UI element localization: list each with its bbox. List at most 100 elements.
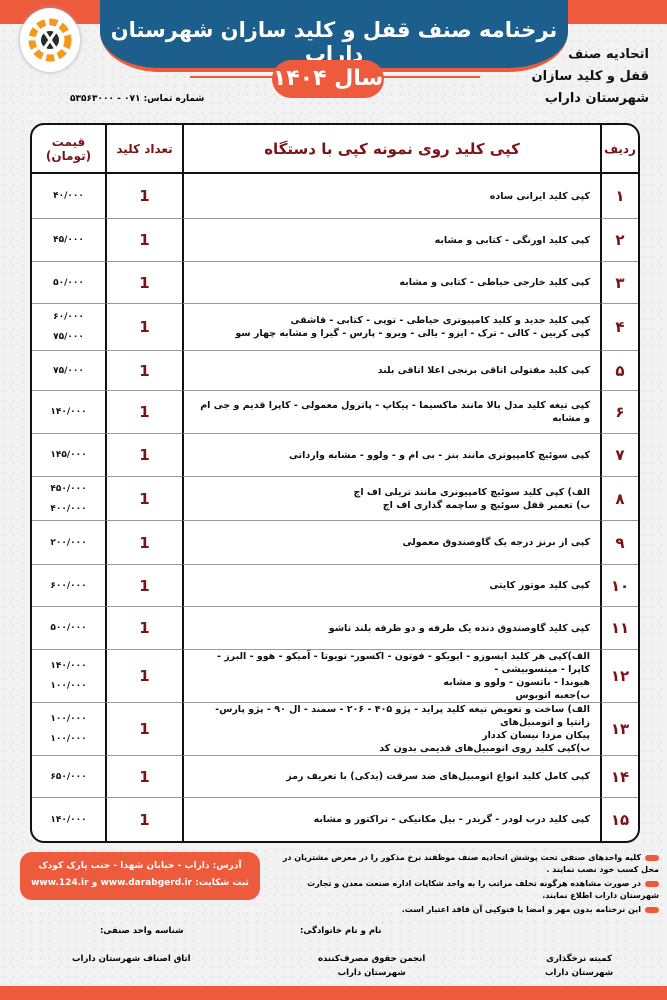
- address-text: آدرس: داراب - خیابان شهدا - جنب پارک کود…: [38, 861, 242, 871]
- description-line: کپی تیغه کلید مدل بالا مانند ماکسیما - پ…: [200, 400, 590, 424]
- price-value: ۱۰۰/۰۰۰: [50, 681, 87, 691]
- item-price: ۵۰/۰۰۰: [32, 262, 105, 304]
- table-row: ۹ کپی از برنز درجه یک گاوصندوق معمولی 1 ۲۰۰…: [32, 521, 638, 565]
- price-value: ۱۴۵/۰۰۰: [50, 450, 87, 460]
- key-count: 1: [105, 565, 182, 607]
- key-count: 1: [105, 607, 182, 650]
- key-count: 1: [105, 174, 182, 219]
- price-value: ۶۵۰/۰۰۰: [50, 771, 87, 782]
- key-count: 1: [105, 477, 182, 521]
- row-number: ۲: [600, 219, 638, 262]
- table-row: ۵ کپی کلید مفتولی اتاقی برنجی اعلا اتاقی …: [32, 351, 638, 391]
- price-value: ۱۰۰/۰۰۰: [50, 714, 87, 724]
- description-line: کپی کلید ایرانی ساده: [489, 190, 590, 202]
- item-description: کپی کلید جدید و کلید کامپیوتری حیاطی - ت…: [182, 304, 600, 351]
- signature-subtitle: شهرستان داراب: [545, 968, 614, 978]
- key-count: 1: [105, 703, 182, 756]
- description-line: کپی کلید گاوصندوق دنده یک طرفه و دو طرفه…: [328, 622, 590, 634]
- description-line: کپی کربین - کالی - ترک - ایزو - یالی - و…: [235, 328, 590, 339]
- key-count: 1: [105, 262, 182, 304]
- price-table: ردیف کپی کلید روی نمونه کپی با دستگاه تع…: [30, 123, 640, 843]
- description-line: کپی از برنز درجه یک گاوصندوق معمولی: [402, 537, 590, 548]
- price-value: ۶۰۰/۰۰۰: [50, 580, 87, 591]
- item-price: ۴۰/۰۰۰: [32, 174, 105, 219]
- item-price: ۱۰۰/۰۰۰ ۱۰۰/۰۰۰: [32, 703, 105, 756]
- org-line: اتحادیه صنف: [568, 47, 649, 62]
- description-line: کپی کلید موتور کایتی: [489, 580, 590, 591]
- item-price: ۲۰۰/۰۰۰: [32, 521, 105, 565]
- signature-committee: کمیته نرخگذاری شهرستان داراب: [545, 952, 613, 980]
- description-line: کپی کلید اورنگی - کتابی و مشابه: [434, 234, 590, 246]
- price-value: ۱۴۰/۰۰۰: [50, 661, 87, 671]
- table-row: ۷ کپی سوئیچ کامپیوتری مانند بنز - بی ام و…: [32, 434, 638, 477]
- description-line: الف) ساخت و تعویض تیغه کلید پراید - پژو …: [215, 704, 590, 728]
- description-line: کپی کلید جدید و کلید کامپیوتری حیاطی - ت…: [290, 315, 590, 326]
- item-description: کپی تیغه کلید مدل بالا مانند ماکسیما - پ…: [182, 391, 600, 434]
- item-description: کپی کلید اورنگی - کتابی و مشابه: [182, 219, 600, 262]
- price-value: ۲۰۰/۰۰۰: [50, 537, 87, 548]
- row-number: ۷: [600, 434, 638, 477]
- key-count: 1: [105, 219, 182, 262]
- table-row: ۱۴ کپی کامل کلید انواع اتومبیل‌های ضد سرق…: [32, 756, 638, 798]
- contact-phone: شماره تماس: ۰۷۱ - ۵۳۵۶۳۰۰۰: [70, 94, 205, 104]
- price-value: ۷۵/۰۰۰: [53, 365, 84, 376]
- description-line: ب)جعبه اتوبوس: [515, 690, 590, 701]
- row-number: ۱۲: [600, 650, 638, 703]
- page-title: نرخنامه صنف قفل و کلید سازان شهرستان دار…: [110, 18, 558, 66]
- item-price: ۶۰۰/۰۰۰: [32, 565, 105, 607]
- table-row: ۸ الف) کپی کلید سوئیچ کامپیوتری مانند تری…: [32, 477, 638, 521]
- item-price: ۷۵/۰۰۰: [32, 351, 105, 391]
- item-description: کپی کلید ایرانی ساده: [182, 174, 600, 219]
- signature-title: اتاق اصناف شهرستان داراب: [72, 954, 191, 964]
- price-value: ۷۵/۰۰۰: [53, 332, 84, 342]
- notes-list: کلیه واحدهای صنفی تحت پوشش اتحادیه صنف م…: [279, 852, 659, 918]
- key-count: 1: [105, 351, 182, 391]
- row-number: ۵: [600, 351, 638, 391]
- key-count: 1: [105, 798, 182, 841]
- item-description: کپی کامل کلید انواع اتومبیل‌های ضد سرقت …: [182, 756, 600, 798]
- union-logo-icon: [20, 8, 80, 72]
- item-price: ۴۵۰/۰۰۰ ۴۰۰/۰۰۰: [32, 477, 105, 521]
- key-count: 1: [105, 304, 182, 351]
- table-row: ۴ کپی کلید جدید و کلید کامپیوتری حیاطی - …: [32, 304, 638, 351]
- item-price: ۶۰/۰۰۰ ۷۵/۰۰۰: [32, 304, 105, 351]
- item-description: کپی سوئیچ کامپیوتری مانند بنز - بی ام و …: [182, 434, 600, 477]
- item-price: ۵۰۰/۰۰۰: [32, 607, 105, 650]
- table-row: ۱ کپی کلید ایرانی ساده 1 ۴۰/۰۰۰: [32, 174, 638, 219]
- business-id-field-label: شناسه واحد صنفی:: [100, 926, 184, 936]
- item-price: ۱۴۵/۰۰۰: [32, 434, 105, 477]
- description-line: الف) کپی کلید سوئیچ کامپیوتری مانند تریل…: [353, 486, 591, 498]
- table-row: ۱۲ الف)کپی هر کلید ایسوزو - ایویکو - فوتو…: [32, 650, 638, 703]
- item-price: ۱۴۰/۰۰۰: [32, 798, 105, 841]
- row-number: ۱۳: [600, 703, 638, 756]
- item-price: ۶۵۰/۰۰۰: [32, 756, 105, 798]
- price-value: ۱۴۰/۰۰۰: [50, 407, 87, 417]
- union-name: اتحادیه صنف قفل و کلید سازان شهرستان دار…: [531, 44, 649, 110]
- name-field-label: نام و نام خانوادگی:: [300, 926, 382, 936]
- note-item: در صورت مشاهده هرگونه تخلف مراتب را به و…: [279, 878, 659, 902]
- header-row-number: ردیف: [600, 125, 638, 174]
- price-value: ۵۰/۰۰۰: [53, 277, 84, 288]
- table-row: ۱۵ کپی کلید درب لودر - گریدر - بیل مکانیک…: [32, 798, 638, 841]
- description-line: الف)کپی هر کلید ایسوزو - ایویکو - فوتون …: [216, 651, 590, 675]
- description-line: کپی کلید مفتولی اتاقی برنجی اعلا اتاقی ب…: [377, 365, 590, 376]
- price-value: ۱۰۰/۰۰۰: [50, 734, 87, 744]
- signature-title: کمیته نرخگذاری: [546, 954, 612, 964]
- header-description: کپی کلید روی نمونه کپی با دستگاه: [182, 125, 600, 174]
- address-box: آدرس: داراب - خیابان شهدا - جنب پارک کود…: [20, 852, 260, 900]
- header-key-count: تعداد کلید: [105, 125, 182, 174]
- key-count: 1: [105, 521, 182, 565]
- key-count: 1: [105, 756, 182, 798]
- description-line: ب)کپی کلید روی اتومبیل‌های قدیمی بدون کد: [379, 743, 590, 754]
- key-count: 1: [105, 650, 182, 703]
- price-value: ۴۵/۰۰۰: [53, 235, 84, 245]
- item-price: ۱۴۰/۰۰۰ ۱۰۰/۰۰۰: [32, 650, 105, 703]
- description-line: کپی کلید درب لودر - گریدر - بیل مکانیکی …: [313, 814, 590, 825]
- price-value: ۶۰/۰۰۰: [53, 312, 84, 322]
- row-number: ۱۰: [600, 565, 638, 607]
- description-line: کپی کامل کلید انواع اتومبیل‌های ضد سرقت …: [286, 771, 590, 782]
- description-line: ب) تعمیر قفل سوئیچ و ساچمه گذاری اف اچ: [382, 499, 590, 511]
- note-item: کلیه واحدهای صنفی تحت پوشش اتحادیه صنف م…: [279, 852, 659, 876]
- signature-consumer-association: انجمن حقوق مصرف‌کننده شهرستان داراب: [318, 952, 425, 980]
- key-count: 1: [105, 391, 182, 434]
